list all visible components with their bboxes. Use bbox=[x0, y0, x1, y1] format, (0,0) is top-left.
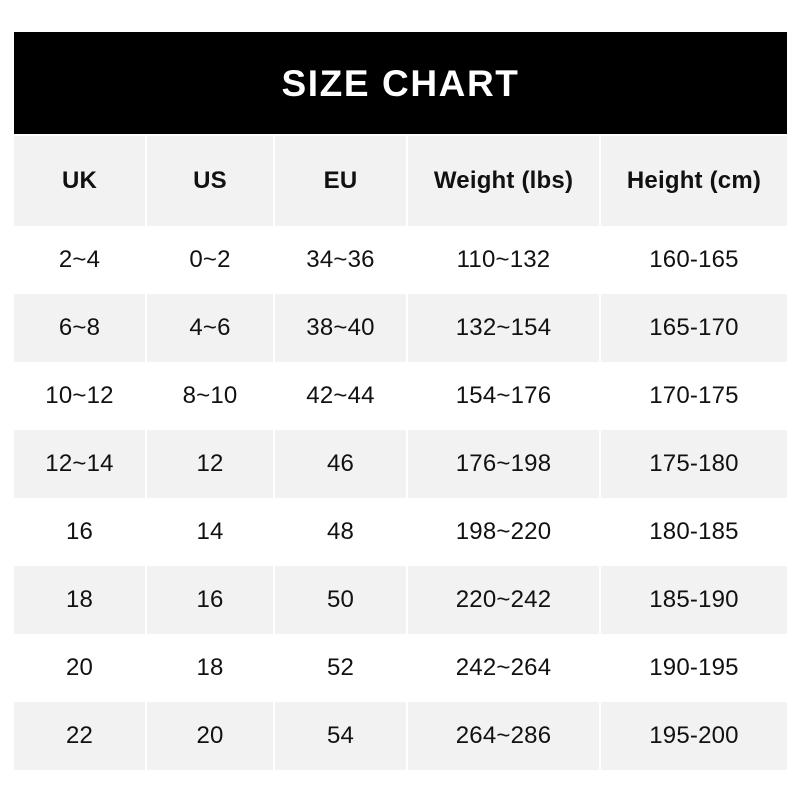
column-header-us: US bbox=[145, 136, 275, 226]
cell-height: 195-200 bbox=[599, 702, 787, 770]
cell-uk: 20 bbox=[14, 634, 147, 702]
cell-us: 18 bbox=[145, 634, 275, 702]
page-title: SIZE CHART bbox=[281, 62, 520, 104]
cell-weight: 242~264 bbox=[406, 634, 601, 702]
cell-height: 160-165 bbox=[599, 226, 787, 294]
table-header-row: UK US EU Weight (lbs) Height (cm) bbox=[14, 136, 787, 226]
cell-us: 4~6 bbox=[145, 294, 275, 362]
column-header-weight: Weight (lbs) bbox=[406, 136, 601, 226]
cell-us: 0~2 bbox=[145, 226, 275, 294]
column-header-uk: UK bbox=[14, 136, 147, 226]
column-header-eu: EU bbox=[273, 136, 408, 226]
table-row: 12~14 12 46 176~198 175-180 bbox=[14, 430, 787, 498]
table-row: 20 18 52 242~264 190-195 bbox=[14, 634, 787, 702]
cell-height: 190-195 bbox=[599, 634, 787, 702]
title-banner: SIZE CHART bbox=[14, 32, 787, 134]
table-row: 16 14 48 198~220 180-185 bbox=[14, 498, 787, 566]
cell-eu: 34~36 bbox=[273, 226, 408, 294]
table-row: 10~12 8~10 42~44 154~176 170-175 bbox=[14, 362, 787, 430]
cell-height: 185-190 bbox=[599, 566, 787, 634]
cell-eu: 46 bbox=[273, 430, 408, 498]
column-header-height: Height (cm) bbox=[599, 136, 787, 226]
cell-height: 180-185 bbox=[599, 498, 787, 566]
cell-us: 14 bbox=[145, 498, 275, 566]
cell-us: 16 bbox=[145, 566, 275, 634]
table-row: 18 16 50 220~242 185-190 bbox=[14, 566, 787, 634]
cell-weight: 198~220 bbox=[406, 498, 601, 566]
cell-eu: 54 bbox=[273, 702, 408, 770]
cell-uk: 10~12 bbox=[14, 362, 147, 430]
cell-weight: 220~242 bbox=[406, 566, 601, 634]
cell-eu: 38~40 bbox=[273, 294, 408, 362]
cell-weight: 154~176 bbox=[406, 362, 601, 430]
cell-eu: 50 bbox=[273, 566, 408, 634]
table-row: 22 20 54 264~286 195-200 bbox=[14, 702, 787, 770]
cell-weight: 264~286 bbox=[406, 702, 601, 770]
cell-weight: 132~154 bbox=[406, 294, 601, 362]
cell-height: 175-180 bbox=[599, 430, 787, 498]
table-row: 2~4 0~2 34~36 110~132 160-165 bbox=[14, 226, 787, 294]
cell-us: 12 bbox=[145, 430, 275, 498]
cell-uk: 18 bbox=[14, 566, 147, 634]
cell-us: 8~10 bbox=[145, 362, 275, 430]
cell-uk: 16 bbox=[14, 498, 147, 566]
cell-eu: 42~44 bbox=[273, 362, 408, 430]
cell-uk: 22 bbox=[14, 702, 147, 770]
cell-eu: 48 bbox=[273, 498, 408, 566]
cell-uk: 6~8 bbox=[14, 294, 147, 362]
cell-height: 170-175 bbox=[599, 362, 787, 430]
table-body: 2~4 0~2 34~36 110~132 160-165 6~8 4~6 38… bbox=[14, 226, 787, 770]
cell-us: 20 bbox=[145, 702, 275, 770]
cell-uk: 2~4 bbox=[14, 226, 147, 294]
size-chart-table: UK US EU Weight (lbs) Height (cm) 2~4 0~… bbox=[14, 136, 787, 770]
cell-weight: 110~132 bbox=[406, 226, 601, 294]
cell-weight: 176~198 bbox=[406, 430, 601, 498]
cell-height: 165-170 bbox=[599, 294, 787, 362]
cell-uk: 12~14 bbox=[14, 430, 147, 498]
cell-eu: 52 bbox=[273, 634, 408, 702]
table-row: 6~8 4~6 38~40 132~154 165-170 bbox=[14, 294, 787, 362]
